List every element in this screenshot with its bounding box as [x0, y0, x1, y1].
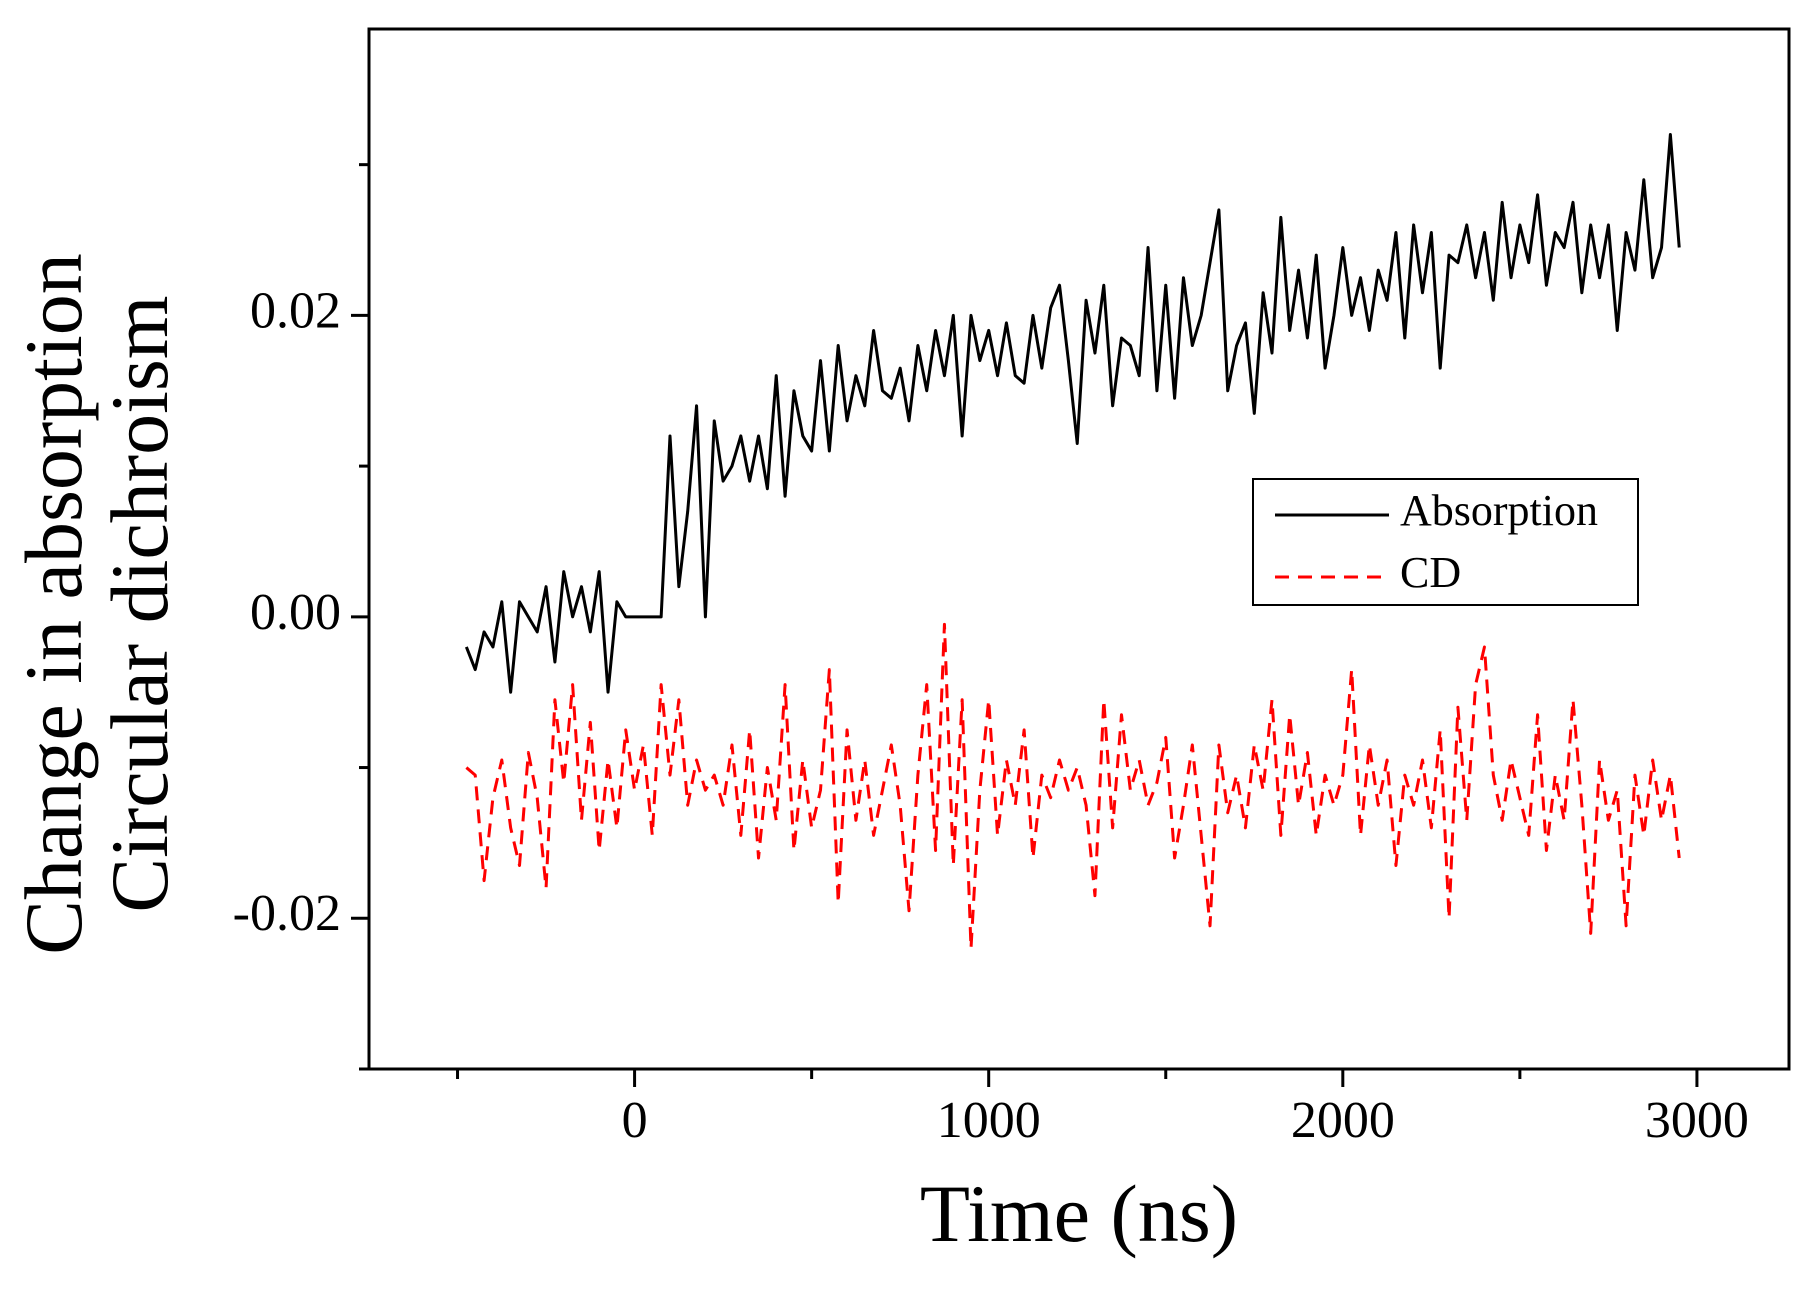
- y-axis-title: Circular dichroism: [94, 295, 185, 912]
- y-tick-label: 0.00: [250, 584, 341, 641]
- x-axis-title: Time (ns): [920, 1168, 1238, 1259]
- x-tick-label: 3000: [1645, 1092, 1749, 1149]
- x-tick-label: 0: [622, 1092, 648, 1149]
- y-tick-label: 0.02: [250, 282, 341, 339]
- plot-frame: [367, 27, 1791, 1071]
- data-line: [464, 133, 1681, 694]
- x-tick-label: 1000: [937, 1092, 1041, 1149]
- data-line: [465, 622, 1681, 950]
- legend-box: [1252, 478, 1639, 606]
- legend-label: Absorption: [1400, 486, 1598, 535]
- y-tick-label: -0.02: [233, 885, 341, 942]
- legend-label: CD: [1400, 548, 1461, 597]
- y-axis-title: Change in absorption: [8, 253, 99, 954]
- x-tick-label: 2000: [1291, 1092, 1395, 1149]
